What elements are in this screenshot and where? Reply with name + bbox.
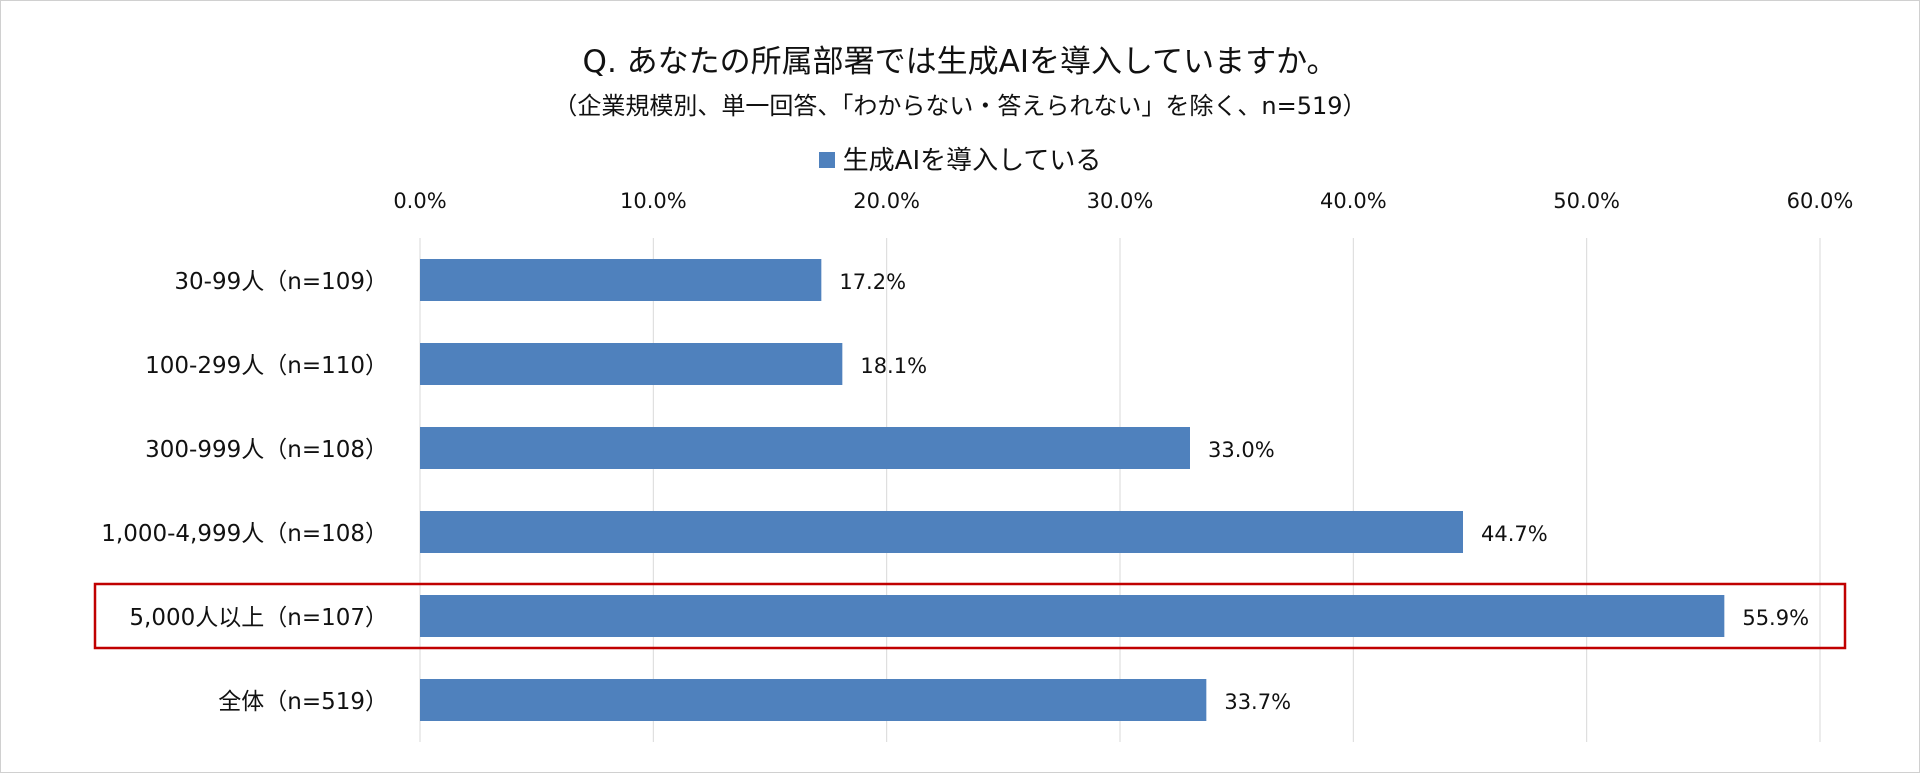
bar (420, 427, 1190, 469)
data-label: 44.7% (1481, 522, 1548, 546)
data-label: 55.9% (1742, 606, 1809, 630)
data-label: 33.7% (1224, 690, 1291, 714)
bar (420, 511, 1463, 553)
category-label: 1,000-4,999人（n=108） (101, 521, 388, 547)
x-tick-label: 60.0% (1787, 189, 1854, 213)
x-tick-label: 30.0% (1087, 189, 1154, 213)
bar (420, 595, 1725, 637)
category-label: 全体（n=519） (218, 689, 388, 715)
category-label: 100-299人（n=110） (145, 353, 388, 379)
category-label: 5,000人以上（n=107） (129, 605, 388, 631)
highlight-box (93, 582, 1847, 650)
bar (420, 343, 843, 385)
chart-title: Q. あなたの所属部署では生成AIを導入していますか。 (582, 44, 1338, 80)
bar (420, 259, 822, 301)
data-label: 18.1% (860, 354, 927, 378)
x-tick-label: 10.0% (620, 189, 687, 213)
x-tick-label: 0.0% (393, 189, 446, 213)
data-label: 17.2% (839, 270, 906, 294)
legend-swatch (818, 151, 835, 168)
category-label: 300-999人（n=108） (145, 437, 388, 463)
x-tick-label: 40.0% (1320, 189, 1387, 213)
x-tick-label: 20.0% (853, 189, 920, 213)
chart-subtitle: （企業規模別、単一回答、「わからない・答えられない」を除く、n=519） (553, 92, 1367, 120)
legend: 生成AIを導入している (0, 140, 1920, 177)
data-label: 33.0% (1208, 438, 1275, 462)
legend-label: 生成AIを導入している (842, 146, 1102, 176)
x-tick-label: 50.0% (1553, 189, 1620, 213)
category-label: 30-99人（n=109） (174, 269, 388, 295)
bar (420, 679, 1207, 721)
